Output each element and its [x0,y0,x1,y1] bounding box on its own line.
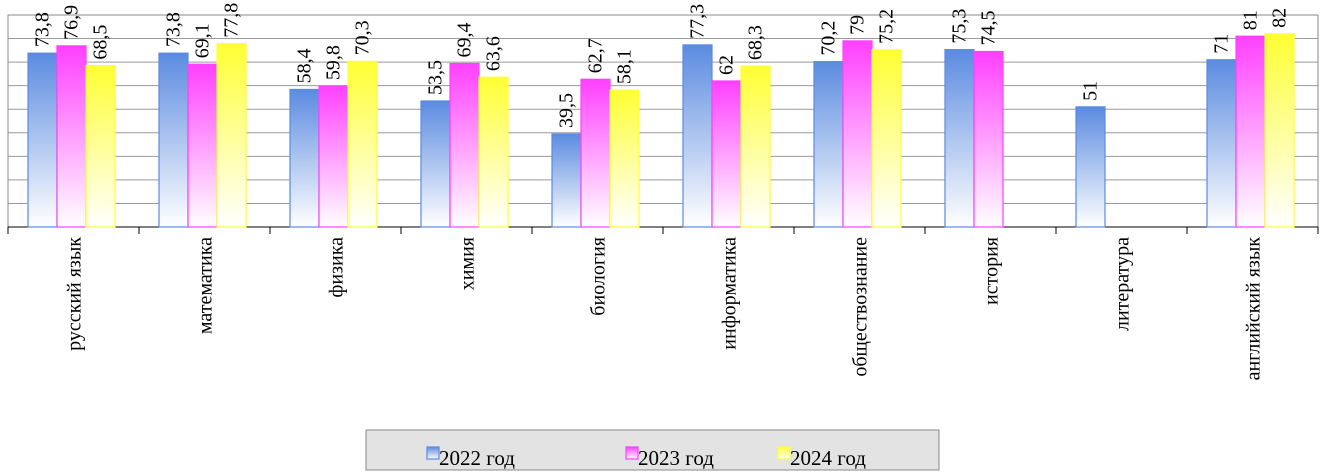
category-label: физика [326,237,348,298]
bar [289,88,320,228]
data-label: 58,4 [294,48,316,83]
data-label: 63,6 [483,36,505,71]
bar [478,76,509,228]
legend-swatch [625,446,639,460]
data-label: 62,7 [585,38,607,73]
legend-label: 2022 год [439,446,515,470]
data-label: 59,8 [323,45,345,80]
data-label: 75,2 [876,9,898,44]
category-label: биология [588,237,610,316]
data-label: 70,3 [352,20,374,55]
bar [813,61,844,228]
bar [85,65,116,228]
data-label: 77,3 [687,4,709,39]
legend-box [365,429,940,471]
data-label: 58,1 [614,49,636,84]
data-label: 71 [1211,34,1233,54]
category-label: информатика [719,237,741,350]
bar [318,85,349,228]
data-label: 75,3 [949,9,971,44]
category-label: английский язык [1243,237,1265,381]
bar [973,50,1004,228]
bar [1075,106,1106,228]
data-label: 73,8 [163,12,185,47]
category-labels: русский язык математика физика химия биологи… [64,237,1265,381]
data-label: 82 [1269,8,1291,28]
bar [682,44,713,228]
bar [187,63,218,228]
bar [27,52,58,228]
data-label: 62 [716,55,738,75]
legend-label: 2024 год [790,446,866,470]
bars [27,33,1295,228]
bar [1206,59,1237,228]
category-label: литература [1112,237,1134,331]
bar [347,60,378,228]
bar [1264,33,1295,228]
bar [1235,35,1266,228]
category-label: история [981,237,1003,305]
bar [420,100,451,228]
data-label: 76,9 [61,5,83,40]
data-label: 77,8 [221,3,243,38]
data-label: 68,5 [90,25,112,60]
data-label: 70,2 [818,21,840,56]
data-label: 53,5 [425,60,447,95]
data-label: 39,5 [556,93,578,128]
bar [842,40,873,228]
category-label: математика [195,237,217,334]
bar [740,65,771,228]
category-label: русский язык [64,237,86,351]
data-label: 79 [847,15,869,35]
data-label: 51 [1080,81,1102,101]
legend: 2022 год 2023 год 2024 год [365,429,940,471]
data-label: 74,5 [978,11,1000,46]
bar [944,49,975,228]
bar [56,45,87,228]
data-label: 69,4 [454,23,476,58]
data-labels: 73,8 76,9 68,5 73,8 69,1 77,8 58,4 59,8 70,3 53,5… [32,3,1291,128]
category-label: обществознание [850,237,872,377]
category-label: химия [457,237,479,290]
bar [580,78,611,228]
data-label: 68,3 [745,25,767,60]
bar [158,52,189,228]
legend-swatch [777,446,791,460]
legend-label: 2023 год [638,446,714,470]
data-label: 69,1 [192,23,214,58]
bar [711,80,742,228]
bar [551,133,582,228]
bar [216,43,247,228]
bar [871,49,902,228]
bar [609,89,640,228]
data-label: 73,8 [32,12,54,47]
data-label: 81 [1240,10,1262,30]
legend-swatch [426,446,440,460]
bar [449,62,480,228]
